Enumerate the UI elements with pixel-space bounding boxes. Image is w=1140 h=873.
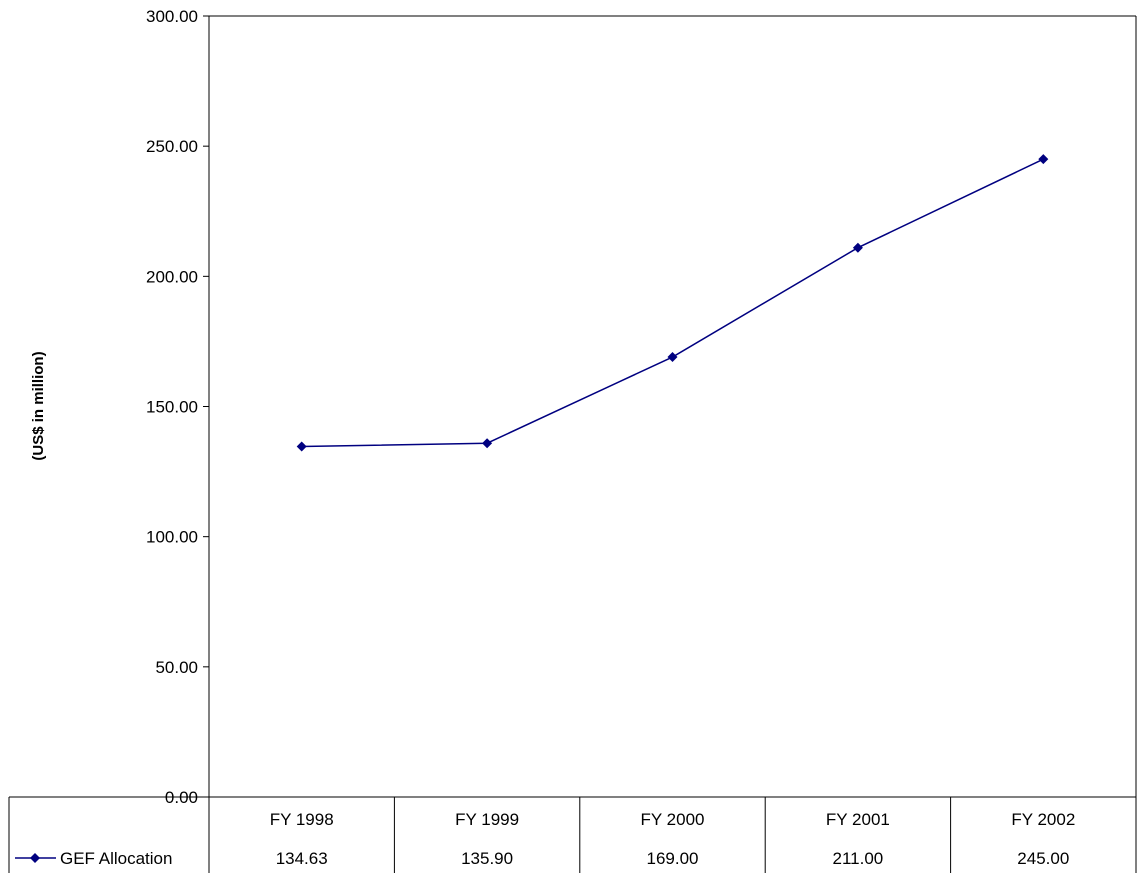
- data-value-label: 211.00: [833, 849, 884, 868]
- x-category-label: FY 1999: [455, 810, 519, 829]
- data-value-label: 134.63: [276, 849, 328, 868]
- legend-series-name: GEF Allocation: [60, 849, 172, 868]
- y-tick-label: 150.00: [146, 398, 198, 417]
- data-value-label: 135.90: [461, 849, 513, 868]
- series-markers: [296, 154, 1049, 452]
- y-tick-label: 250.00: [146, 137, 198, 156]
- x-category-label: FY 2001: [826, 810, 890, 829]
- x-category-label: FY 2002: [1011, 810, 1075, 829]
- data-point: [852, 242, 863, 253]
- data-point: [1038, 154, 1049, 165]
- data-point: [482, 438, 493, 449]
- y-tick-label: 200.00: [146, 267, 198, 286]
- data-value-label: 169.00: [647, 849, 699, 868]
- y-tick-label: 300.00: [146, 7, 198, 26]
- x-category-label: FY 1998: [270, 810, 334, 829]
- data-point: [296, 441, 307, 452]
- data-point: [667, 352, 678, 363]
- series-line-gef-allocation: [301, 158, 1044, 448]
- y-tick-label: 100.00: [146, 528, 198, 547]
- data-table: FY 1998 FY 1999 FY 2000 FY 2001 FY 2002 134.6…: [8, 796, 1137, 873]
- legend-diamond-icon: [30, 853, 40, 863]
- y-axis-title: (US$ in million): [30, 351, 47, 460]
- y-tick-label: 50.00: [155, 658, 198, 677]
- x-category-label: FY 2000: [641, 810, 705, 829]
- data-value-label: 245.00: [1017, 849, 1069, 868]
